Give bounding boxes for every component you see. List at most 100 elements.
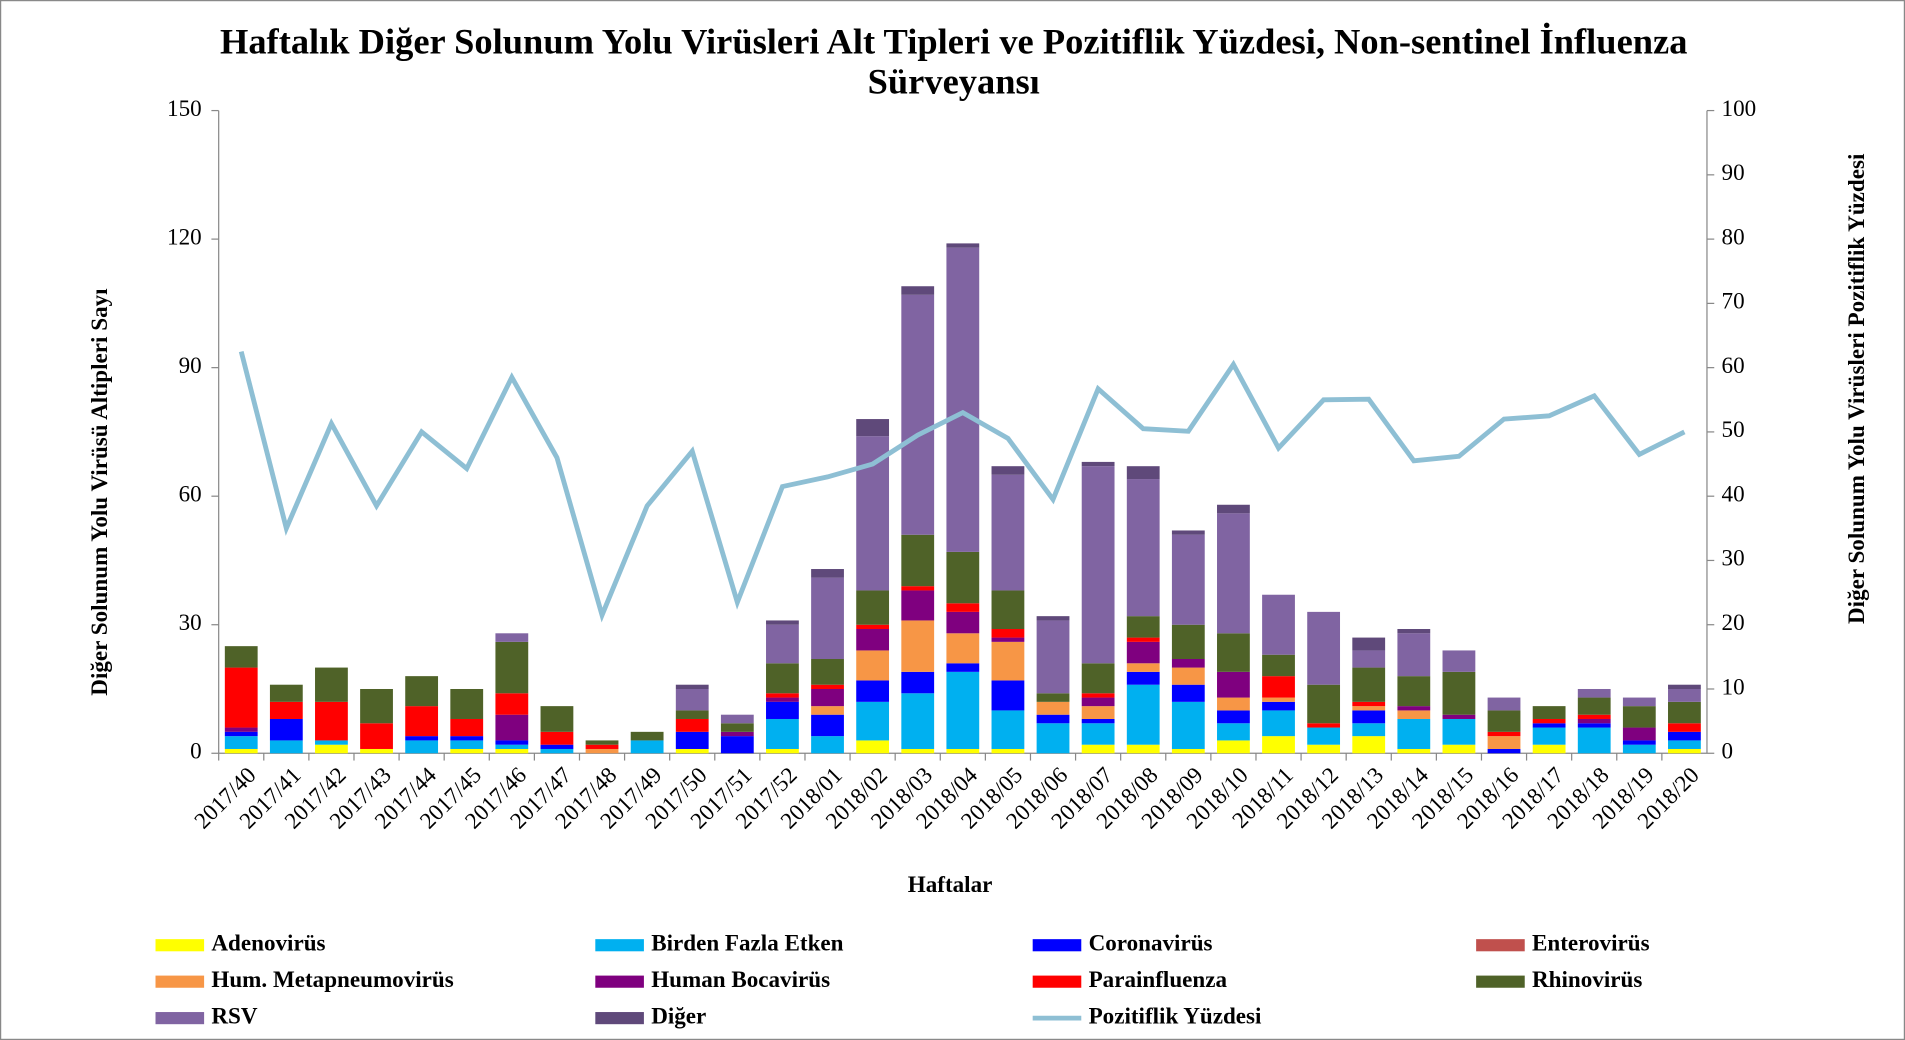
- bar-segment: [1171, 701, 1205, 749]
- bar-segment: [224, 727, 258, 732]
- y2-tick-label: 100: [1722, 95, 1757, 121]
- bar-segment: [224, 736, 258, 749]
- bar-segment: [1081, 706, 1115, 719]
- bar-segment: [1081, 466, 1115, 664]
- bar-segment: [540, 744, 574, 749]
- bar-segment: [1171, 534, 1205, 625]
- bar-segment: [269, 684, 303, 702]
- bar-segment: [269, 740, 303, 754]
- bar-segment: [1171, 667, 1205, 685]
- bar-segment: [1307, 611, 1341, 685]
- bar-segment: [1217, 513, 1250, 634]
- bar-segment: [1668, 684, 1701, 689]
- bar-segment: [540, 731, 574, 745]
- bar-segment: [495, 744, 529, 749]
- bar-segment: [1036, 714, 1070, 724]
- bar-segment: [946, 247, 980, 552]
- bar-segment: [720, 714, 754, 724]
- bar-segment: [991, 474, 1025, 591]
- bar-segment: [1262, 701, 1295, 711]
- y2-tick-label: 90: [1722, 159, 1745, 185]
- bar-segment: [1352, 667, 1386, 702]
- bar-segment: [1307, 684, 1341, 724]
- y2-axis-label: Diğer Solunum Yolu Virüsleri Pozitiflik …: [1843, 153, 1869, 624]
- bar-segment: [360, 688, 393, 724]
- bar-segment: [1171, 659, 1205, 668]
- bar-segment: [1622, 706, 1656, 728]
- y-tick-label: 120: [167, 223, 202, 249]
- bar-segment: [901, 671, 935, 694]
- bar-segment: [1262, 676, 1295, 698]
- bar-segment: [1577, 718, 1611, 724]
- bar-segment: [856, 629, 890, 651]
- bar-segment: [1532, 744, 1566, 754]
- bar-segment: [766, 663, 799, 694]
- bar-segment: [450, 718, 484, 737]
- legend-swatch: [595, 1012, 644, 1025]
- bar-segment: [1307, 744, 1341, 754]
- bar-segment: [1262, 594, 1295, 655]
- bar-segment: [630, 731, 664, 741]
- bar-segment: [1487, 731, 1521, 737]
- bar-segment: [450, 736, 484, 741]
- bar-segment: [1397, 710, 1431, 719]
- bar-segment: [1036, 701, 1070, 715]
- y2-tick-label: 40: [1722, 480, 1745, 506]
- bar-segment: [1352, 736, 1386, 754]
- bar-segment: [811, 659, 844, 685]
- bar-segment: [1397, 706, 1431, 711]
- y2-tick-label: 50: [1722, 416, 1745, 442]
- bar-segment: [315, 740, 348, 745]
- bar-segment: [224, 667, 258, 728]
- bar-segment: [1081, 718, 1115, 724]
- bar-segment: [1442, 718, 1476, 745]
- bar-segment: [1081, 663, 1115, 694]
- bar-segment: [766, 748, 799, 754]
- bar-segment: [1532, 723, 1566, 728]
- bar-segment: [1217, 697, 1250, 711]
- bar-segment: [991, 629, 1025, 638]
- bar-segment: [224, 748, 258, 754]
- bar-segment: [1577, 697, 1611, 715]
- bar-segment: [1126, 637, 1160, 642]
- legend-swatch: [1476, 939, 1525, 952]
- bar-segment: [946, 671, 980, 749]
- bar-segment: [1217, 671, 1250, 698]
- bar-segment: [946, 748, 980, 754]
- bar-segment: [360, 723, 393, 749]
- bar-segment: [1126, 466, 1160, 480]
- bar-segment: [450, 748, 484, 754]
- bar-segment: [1262, 654, 1295, 677]
- bar-segment: [224, 646, 258, 668]
- legend-label: Birden Fazla Etken: [651, 930, 843, 956]
- bar-segment: [811, 714, 844, 737]
- bar-segment: [1262, 697, 1295, 702]
- bar-segment: [1352, 723, 1386, 737]
- bar-segment: [766, 697, 799, 702]
- bar-segment: [766, 701, 799, 719]
- bar-segment: [991, 641, 1025, 681]
- bar-segment: [1352, 701, 1386, 707]
- bar-segment: [1171, 684, 1205, 702]
- bar-segment: [315, 701, 348, 741]
- x-axis-label: Haftalar: [908, 871, 993, 897]
- bar-segment: [991, 466, 1025, 475]
- y-tick-label: 150: [167, 95, 202, 121]
- bar-segment: [1262, 736, 1295, 754]
- bar-segment: [991, 590, 1025, 630]
- legend-label: Parainfluenza: [1089, 966, 1228, 992]
- bar-segment: [1668, 748, 1701, 754]
- bar-segment: [991, 637, 1025, 642]
- bar-segment: [1036, 620, 1070, 694]
- bar-segment: [1036, 616, 1070, 621]
- bar-segment: [405, 706, 439, 737]
- bar-segment: [811, 569, 844, 578]
- bar-segment: [946, 633, 980, 664]
- bar-segment: [1577, 723, 1611, 728]
- bar-segment: [269, 718, 303, 741]
- bar-segment: [450, 688, 484, 719]
- legend-swatch: [1032, 975, 1082, 988]
- bar-segment: [1126, 663, 1160, 672]
- legend-label: RSV: [211, 1002, 258, 1028]
- bar-segment: [856, 701, 890, 741]
